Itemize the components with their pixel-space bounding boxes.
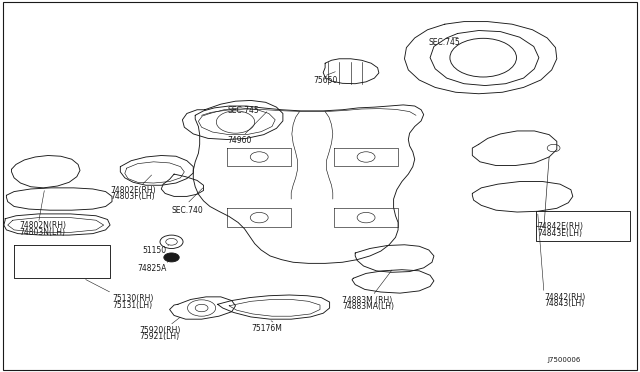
Text: 74843E(LH): 74843E(LH) <box>538 229 582 238</box>
Text: 74960: 74960 <box>227 136 252 145</box>
Text: 74802F(RH): 74802F(RH) <box>110 186 156 195</box>
Text: 74842E(RH): 74842E(RH) <box>538 222 584 231</box>
Text: 74843(LH): 74843(LH) <box>544 299 584 308</box>
Circle shape <box>164 253 179 262</box>
Text: 74825A: 74825A <box>138 264 167 273</box>
Text: 74802N(RH): 74802N(RH) <box>19 221 66 230</box>
Text: 74803F(LH): 74803F(LH) <box>110 192 155 201</box>
Text: 75921(LH): 75921(LH) <box>140 332 180 341</box>
Text: 75130(RH): 75130(RH) <box>112 294 154 303</box>
Text: SEC.745: SEC.745 <box>227 106 259 115</box>
Text: SEC.740: SEC.740 <box>172 206 204 215</box>
Text: 75176M: 75176M <box>252 324 282 333</box>
Text: J7500006: J7500006 <box>547 357 580 363</box>
Text: 75920(RH): 75920(RH) <box>140 326 181 334</box>
Text: 75650: 75650 <box>314 76 338 85</box>
Text: 74842(RH): 74842(RH) <box>544 293 585 302</box>
Text: 51150: 51150 <box>142 246 166 254</box>
Text: 74803N(LH): 74803N(LH) <box>19 228 65 237</box>
Text: 75131(LH): 75131(LH) <box>112 301 152 310</box>
Text: 74883M (RH): 74883M (RH) <box>342 296 393 305</box>
Text: 74883MA(LH): 74883MA(LH) <box>342 302 394 311</box>
Text: SEC.745: SEC.745 <box>429 38 461 47</box>
